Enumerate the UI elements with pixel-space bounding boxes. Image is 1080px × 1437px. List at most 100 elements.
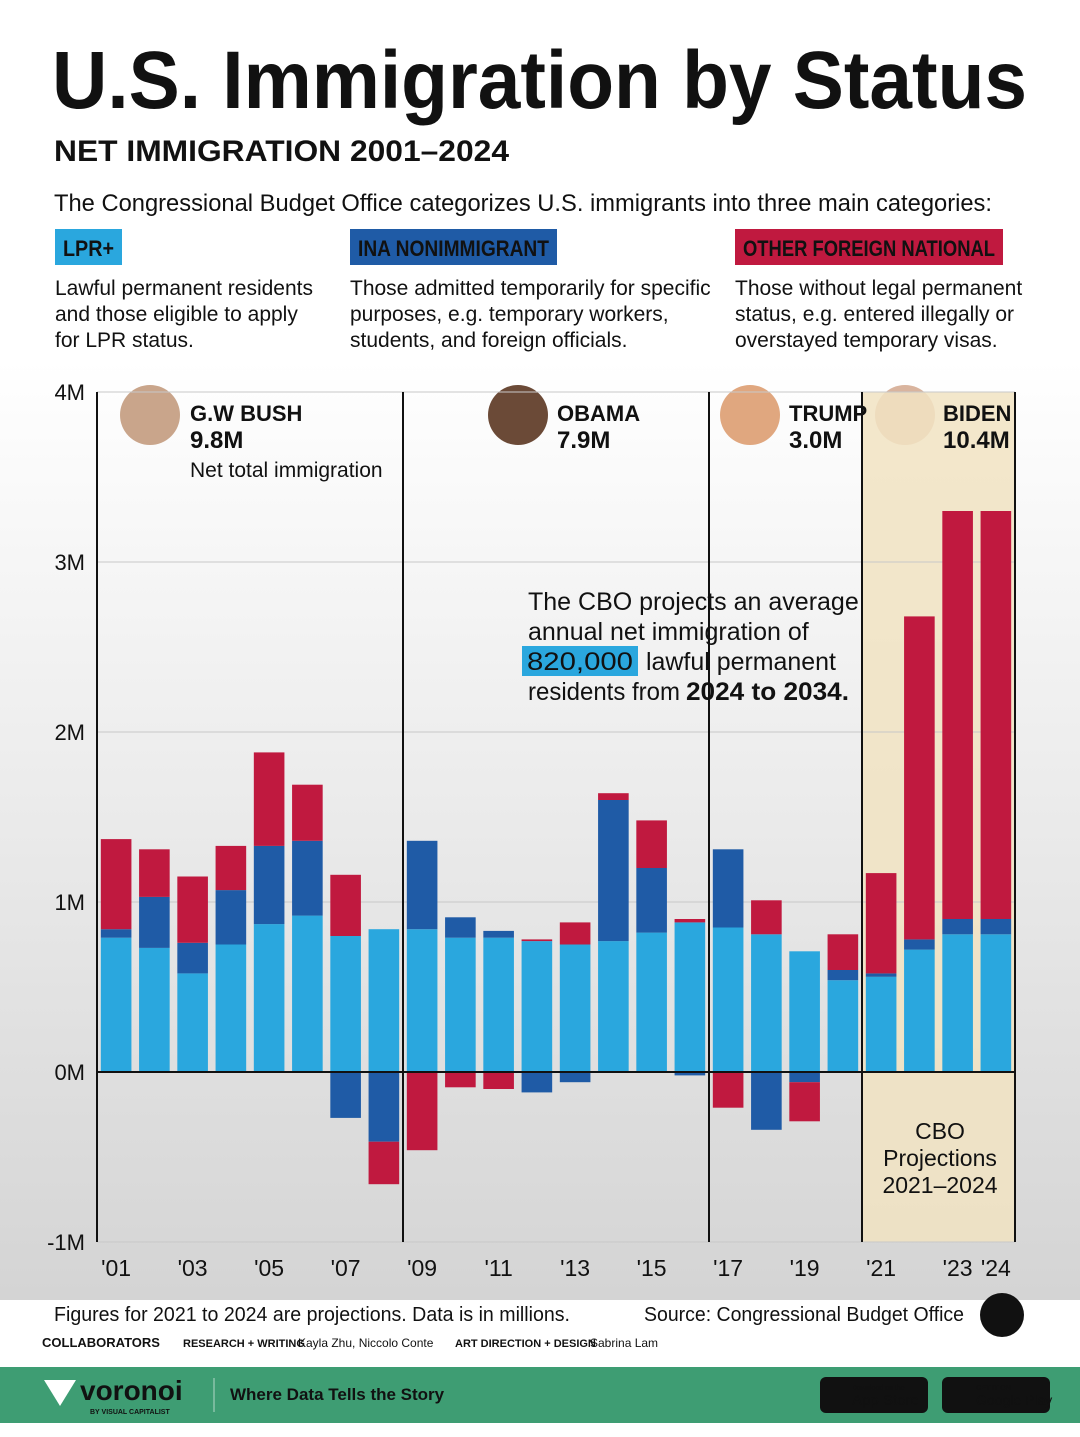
title: U.S. Immigration by Status xyxy=(52,35,1027,126)
intro: The Congressional Budget Office categori… xyxy=(54,190,992,217)
bar-segment xyxy=(253,924,285,1072)
legend-swatch xyxy=(55,229,122,265)
bar-segment xyxy=(559,922,591,945)
y-tick-label: 3M xyxy=(54,550,85,575)
bar-segment xyxy=(445,917,476,938)
bar-segment xyxy=(406,840,438,930)
bar-segment xyxy=(445,1072,476,1088)
bar-segment xyxy=(253,845,285,925)
legend-description: Those admitted temporarily for specific xyxy=(350,277,711,300)
bar-segment xyxy=(292,784,323,841)
legend-description: Lawful permanent residents xyxy=(55,277,313,300)
bar-segment xyxy=(904,616,935,940)
x-tick-label: '07 xyxy=(331,1255,361,1281)
bar-segment xyxy=(598,941,629,1072)
bar-segment xyxy=(177,942,208,974)
bar-segment xyxy=(751,900,782,935)
tagline: Where Data Tells the Story xyxy=(230,1385,445,1404)
credit: ART DIRECTION + DESIGN xyxy=(455,1338,596,1350)
x-tick-label: '17 xyxy=(713,1255,743,1281)
bar-segment xyxy=(598,793,629,800)
annotation-line: residents from xyxy=(528,678,680,706)
president-name: BIDEN xyxy=(943,401,1011,426)
source-logo xyxy=(980,1293,1024,1337)
bar-segment xyxy=(789,1072,820,1083)
president-total: 3.0M xyxy=(789,427,842,454)
bar-segment xyxy=(942,511,973,919)
bar-segment xyxy=(330,874,361,936)
x-tick-label: '15 xyxy=(637,1255,667,1281)
bar-segment xyxy=(980,919,1012,935)
y-tick-label: 0M xyxy=(54,1060,85,1085)
bar-segment xyxy=(483,930,514,938)
badge-label: Google Play xyxy=(976,1392,1052,1408)
legend-label: INA NONIMMIGRANT xyxy=(358,236,549,261)
google-play-badge[interactable] xyxy=(942,1377,1050,1413)
legend-swatch xyxy=(735,229,1003,265)
legend-description: students, and foreign officials. xyxy=(350,329,627,352)
face xyxy=(720,385,780,445)
bar-segment xyxy=(980,511,1012,919)
bar-segment xyxy=(712,927,744,1072)
x-tick-label: '13 xyxy=(560,1255,590,1281)
x-tick-label: '03 xyxy=(178,1255,208,1281)
bar-segment xyxy=(292,840,323,916)
president-total: 10.4M xyxy=(943,427,1010,454)
president-name: G.W BUSH xyxy=(190,401,302,426)
president-name: TRUMP xyxy=(789,401,867,426)
source: Source: Congressional Budget Office xyxy=(644,1304,964,1326)
annotation-highlight xyxy=(522,646,638,676)
y-tick-label: 4M xyxy=(54,380,85,405)
brand-logo xyxy=(44,1380,76,1406)
bar-segment xyxy=(177,876,208,943)
app-store-badge[interactable] xyxy=(820,1377,928,1413)
bar-segment xyxy=(827,934,859,970)
badge-small: GET IT ON xyxy=(976,1385,1011,1392)
bar-segment xyxy=(177,973,208,1072)
bar-segment xyxy=(865,873,897,974)
president-name: OBAMA xyxy=(557,401,640,426)
badge-label: App Store xyxy=(852,1392,919,1409)
bar-segment xyxy=(521,941,553,1072)
legend-label: OTHER FOREIGN NATIONAL xyxy=(743,236,995,261)
bar-segment xyxy=(751,934,782,1072)
projection-label: 2021–2024 xyxy=(882,1172,997,1198)
x-tick-label: '01 xyxy=(101,1255,131,1281)
x-tick-label: '05 xyxy=(254,1255,284,1281)
annotation-line: lawful permanent xyxy=(646,648,836,676)
bar-segment xyxy=(368,929,400,1072)
bar-segment xyxy=(330,1072,361,1118)
legend-swatch xyxy=(350,229,557,265)
projection-label: Projections xyxy=(883,1145,997,1171)
legend-description: status, e.g. entered illegally or xyxy=(735,303,1014,326)
x-tick-label: '24 xyxy=(981,1255,1011,1281)
credit: Kayla Zhu, Niccolo Conte xyxy=(298,1336,434,1350)
bar-segment xyxy=(139,896,170,948)
credit: RESEARCH + WRITING xyxy=(183,1338,305,1350)
bar-segment xyxy=(751,1072,782,1130)
bar-segment xyxy=(598,800,629,942)
bar-segment xyxy=(483,1072,514,1089)
bar-segment xyxy=(215,845,247,891)
badge-small: Download on the xyxy=(852,1385,905,1392)
bar-segment xyxy=(521,1072,553,1093)
bar-segment xyxy=(330,936,361,1072)
annotation-line: annual net immigration of xyxy=(528,618,809,646)
bar-segment xyxy=(483,937,514,1072)
bar-segment xyxy=(253,752,285,846)
bar-segment xyxy=(674,922,706,1072)
bar-segment xyxy=(636,820,667,868)
annotation-line: The CBO projects an average xyxy=(528,588,859,616)
y-tick-label: 1M xyxy=(54,890,85,915)
bar-segment xyxy=(559,944,591,1072)
bar-segment xyxy=(942,919,973,935)
president-note: Net total immigration xyxy=(190,459,383,482)
x-tick-label: '11 xyxy=(484,1255,512,1281)
bar-segment xyxy=(904,939,935,950)
legend-description: Those without legal permanent xyxy=(735,277,1022,300)
footnote: Figures for 2021 to 2024 are projections… xyxy=(54,1304,570,1326)
bar-segment xyxy=(865,973,897,977)
bar-segment xyxy=(445,937,476,1072)
x-tick-label: '21 xyxy=(866,1255,896,1281)
